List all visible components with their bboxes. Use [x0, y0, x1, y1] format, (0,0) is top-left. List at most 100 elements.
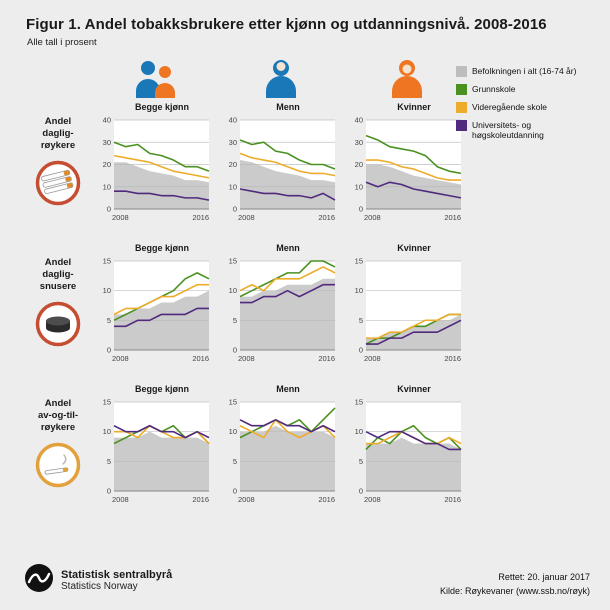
chart-title: Begge kjønn: [134, 102, 189, 112]
svg-text:10: 10: [229, 427, 237, 436]
ssb-brand-text: Statistisk sentralbyrå Statistics Norway: [61, 569, 172, 592]
svg-text:40: 40: [355, 116, 363, 125]
svg-text:5: 5: [359, 457, 363, 466]
chart-title: Kvinner: [397, 384, 431, 394]
svg-text:5: 5: [233, 316, 237, 325]
svg-text:15: 15: [229, 257, 237, 266]
svg-text:2008: 2008: [364, 495, 381, 504]
both-genders-icon: [92, 58, 218, 98]
legend-swatch: [456, 120, 467, 131]
row-header-daily-smokers: Andel daglig- røykere: [24, 102, 92, 223]
legend-label: Grunnskole: [472, 84, 516, 94]
svg-text:2008: 2008: [112, 213, 129, 222]
svg-text:10: 10: [229, 286, 237, 295]
chart-title: Begge kjønn: [134, 384, 189, 394]
svg-text:10: 10: [103, 182, 111, 191]
legend-label: Videregående skole: [472, 102, 547, 112]
svg-text:2016: 2016: [318, 213, 335, 222]
chart-plot-daily-snus-women: 0 5 10 15 2008 2016: [344, 256, 470, 364]
svg-text:20: 20: [229, 160, 237, 169]
figure-title: Figur 1. Andel tobakksbrukere etter kjøn…: [26, 16, 547, 33]
man-icon: [218, 58, 344, 98]
chart-occasional-smokers-women: Kvinner 0 5 10 15 2008 2016: [344, 384, 470, 505]
svg-text:10: 10: [355, 427, 363, 436]
svg-text:0: 0: [107, 487, 111, 496]
svg-text:5: 5: [233, 457, 237, 466]
ssb-brand: Statistisk sentralbyrå Statistics Norway: [24, 563, 172, 598]
svg-text:2016: 2016: [444, 354, 461, 363]
legend: Befolkningen i alt (16-74 år) Grunnskole V…: [456, 66, 604, 147]
footer: Statistisk sentralbyrå Statistics Norway…: [24, 563, 590, 598]
svg-text:0: 0: [233, 205, 237, 214]
svg-text:20: 20: [355, 160, 363, 169]
chart-daily-snus-both-genders: Begge kjønn 0 5 10 15 2008 2016: [92, 243, 218, 364]
snus-can-icon: [35, 301, 81, 347]
chart-plot-daily-smokers-both-genders: 0 10 20 30 40 2008 2016: [92, 115, 218, 223]
chart-row-daily-smokers: Andel daglig- røykere: [24, 102, 610, 223]
svg-text:2008: 2008: [238, 354, 255, 363]
svg-text:0: 0: [233, 487, 237, 496]
svg-text:10: 10: [103, 286, 111, 295]
svg-text:5: 5: [107, 457, 111, 466]
svg-text:0: 0: [233, 346, 237, 355]
chart-title: Menn: [276, 384, 300, 394]
chart-row-occasional-smokers: Andel av-og-til- røykere Begge kjønn 0 5 1…: [24, 384, 610, 505]
org-name-english: Statistics Norway: [61, 581, 138, 592]
svg-text:15: 15: [355, 398, 363, 407]
svg-text:0: 0: [359, 205, 363, 214]
chart-plot-occasional-smokers-both-genders: 0 5 10 15 2008 2016: [92, 397, 218, 505]
chart-plot-daily-smokers-women: 0 10 20 30 40 2008 2016: [344, 115, 470, 223]
svg-text:2008: 2008: [364, 354, 381, 363]
legend-item: Videregående skole: [456, 102, 604, 113]
chart-daily-snus-men: Menn 0 5 10 15 2008 2016: [218, 243, 344, 364]
svg-text:15: 15: [103, 257, 111, 266]
row-label-occasional-smokers: Andel av-og-til- røykere: [37, 398, 79, 433]
ssb-logo-icon: [24, 563, 54, 598]
svg-text:0: 0: [107, 205, 111, 214]
chart-plot-daily-snus-both-genders: 0 5 10 15 2008 2016: [92, 256, 218, 364]
chart-row-daily-snus: Andel daglig- snusere Begge kjønn 0 5 10 15…: [24, 243, 610, 364]
legend-item: Universitets- og høgskoleutdanning: [456, 120, 604, 140]
svg-text:2008: 2008: [112, 495, 129, 504]
svg-text:5: 5: [107, 316, 111, 325]
woman-icon: [344, 58, 470, 98]
chart-title: Kvinner: [397, 243, 431, 253]
svg-text:30: 30: [355, 138, 363, 147]
svg-text:2016: 2016: [318, 354, 335, 363]
chart-plot-daily-snus-men: 0 5 10 15 2008 2016: [218, 256, 344, 364]
chart-plot-occasional-smokers-women: 0 5 10 15 2008 2016: [344, 397, 470, 505]
svg-text:30: 30: [229, 138, 237, 147]
legend-item: Grunnskole: [456, 84, 604, 95]
svg-text:2016: 2016: [444, 213, 461, 222]
legend-swatch: [456, 84, 467, 95]
corrected-date: Rettet: 20. januar 2017: [498, 572, 590, 582]
svg-text:0: 0: [359, 487, 363, 496]
legend-label: Befolkningen i alt (16-74 år): [472, 66, 577, 76]
row-label-daily-smokers: Andel daglig- røykere: [40, 116, 76, 151]
figure-subtitle: Alle tall i prosent: [27, 37, 97, 48]
chart-plot-daily-smokers-men: 0 10 20 30 40 2008 2016: [218, 115, 344, 223]
svg-text:2016: 2016: [192, 354, 209, 363]
cigarettes-icon: [35, 160, 81, 206]
svg-text:2008: 2008: [238, 495, 255, 504]
svg-text:2008: 2008: [364, 213, 381, 222]
chart-title: Menn: [276, 243, 300, 253]
occasional-cigarette-icon: [35, 442, 81, 488]
svg-text:40: 40: [229, 116, 237, 125]
chart-plot-occasional-smokers-men: 0 5 10 15 2008 2016: [218, 397, 344, 505]
svg-text:15: 15: [229, 398, 237, 407]
org-name-norwegian: Statistisk sentralbyrå: [61, 569, 173, 581]
svg-text:0: 0: [359, 346, 363, 355]
chart-daily-snus-women: Kvinner 0 5 10 15 2008 2016: [344, 243, 470, 364]
gender-icons-row: [24, 56, 610, 98]
svg-text:10: 10: [355, 286, 363, 295]
svg-text:15: 15: [355, 257, 363, 266]
row-label-daily-snus: Andel daglig- snusere: [39, 257, 77, 292]
row-header-occasional-smokers: Andel av-og-til- røykere: [24, 384, 92, 505]
chart-occasional-smokers-men: Menn 0 5 10 15 2008 2016: [218, 384, 344, 505]
chart-occasional-smokers-both-genders: Begge kjønn 0 5 10 15 2008 2016: [92, 384, 218, 505]
svg-text:40: 40: [103, 116, 111, 125]
chart-daily-smokers-women: Kvinner 0 10 20 30 40 2008 2016: [344, 102, 470, 223]
svg-text:5: 5: [359, 316, 363, 325]
